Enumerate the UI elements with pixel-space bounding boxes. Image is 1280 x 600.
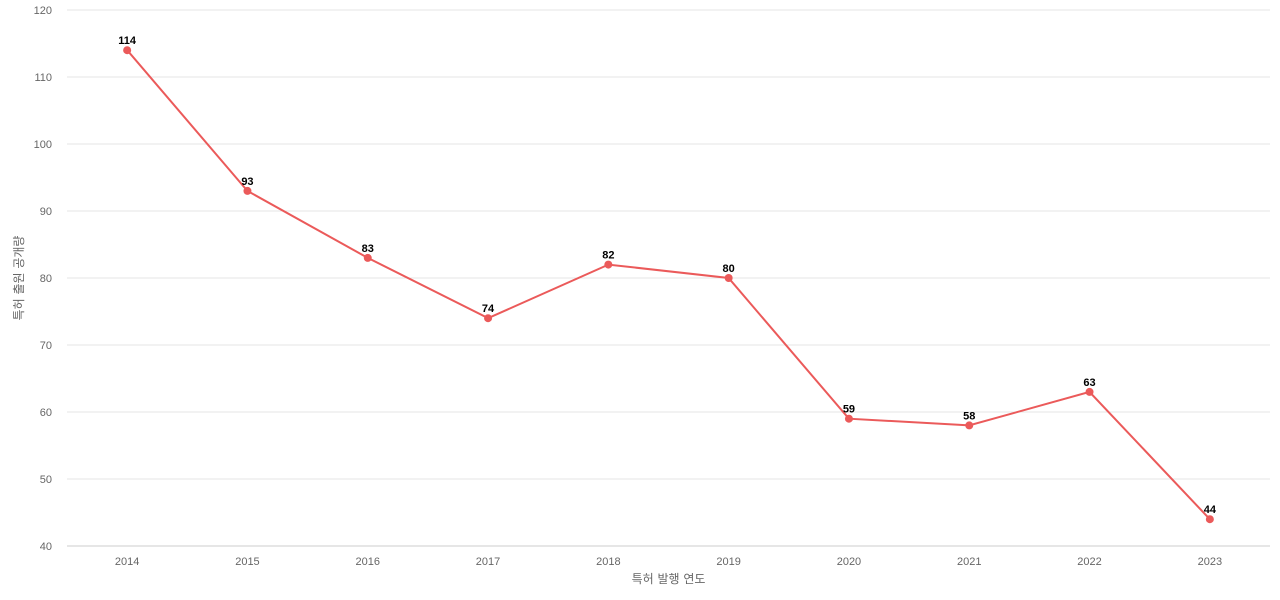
data-label: 80: [723, 263, 735, 275]
x-tick-label: 2018: [596, 556, 620, 568]
data-label: 63: [1083, 377, 1095, 389]
x-tick-label: 2021: [957, 556, 981, 568]
data-point: [243, 186, 252, 195]
x-tick-label: 2015: [235, 556, 259, 568]
y-axis-title: 특허 출원 공개량: [12, 236, 26, 321]
x-tick-label: 2019: [716, 556, 740, 568]
data-point: [965, 421, 974, 430]
data-label: 114: [118, 35, 137, 47]
y-tick-label: 70: [40, 340, 52, 352]
y-tick-label: 50: [40, 474, 52, 486]
data-points: [123, 46, 1214, 524]
x-tick-label: 2022: [1077, 556, 1101, 568]
y-tick-label: 40: [40, 541, 52, 553]
y-tick-label: 90: [40, 206, 52, 218]
data-point: [844, 414, 853, 423]
x-tick-labels: 2014 2015 2016 2017 2018 2019 2020 2021 2022 2023: [115, 556, 1222, 568]
data-point: [484, 314, 493, 323]
y-gridlines: [67, 9, 1270, 480]
x-axis-title: 특허 발행 연도: [632, 571, 706, 586]
y-tick-label: 100: [34, 139, 52, 151]
series-line: [126, 49, 1211, 520]
data-point: [724, 274, 733, 282]
data-label: 82: [602, 250, 614, 262]
data-point: [1085, 387, 1094, 396]
x-tick-label: 2023: [1198, 556, 1222, 568]
data-label: 58: [963, 410, 975, 422]
x-tick-label: 2020: [837, 556, 861, 568]
data-label: 83: [362, 243, 374, 255]
x-tick-label: 2016: [356, 556, 380, 568]
data-labels: 114 93 83 74 82 80 59 58 63 44: [118, 35, 1217, 516]
y-tick-label: 80: [40, 273, 52, 285]
data-label: 74: [482, 303, 495, 315]
y-tick-label: 120: [34, 5, 52, 17]
data-label: 93: [241, 176, 253, 188]
x-tick-label: 2014: [115, 556, 139, 568]
data-point: [123, 46, 132, 55]
y-tick-label: 60: [40, 407, 52, 419]
y-tick-labels: 40 50 60 70 80 90 100 110 120: [34, 5, 52, 553]
y-tick-label: 110: [34, 72, 52, 84]
data-point: [363, 253, 372, 262]
data-label: 59: [843, 404, 855, 416]
data-point: [1205, 515, 1214, 524]
x-tick-label: 2017: [476, 556, 500, 568]
data-label: 44: [1204, 504, 1217, 516]
data-point: [604, 260, 613, 269]
